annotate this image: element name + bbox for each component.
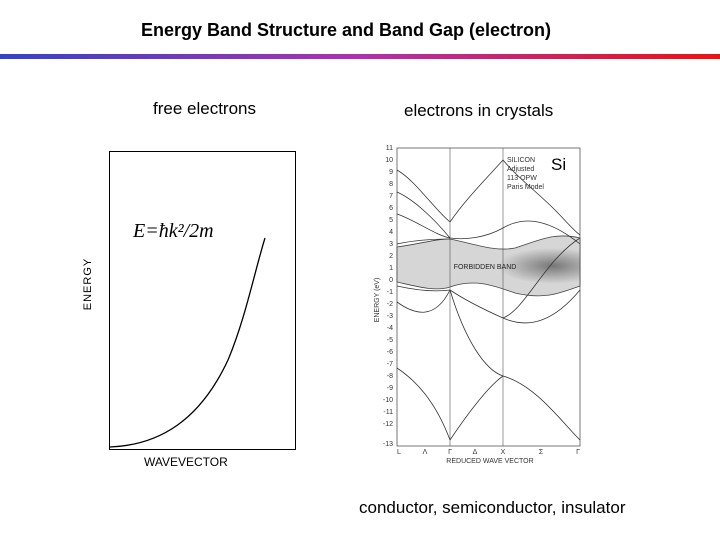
slide-title: Energy Band Structure and Band Gap (elec… (140, 20, 552, 40)
x-tick-label: Σ (539, 449, 544, 456)
y-tick-label: 2 (389, 253, 393, 260)
x-tick-label: Λ (423, 449, 428, 456)
band-plot-frame (396, 147, 581, 447)
y-tick-label: 5 (389, 217, 393, 224)
y-tick-label: -4 (387, 325, 393, 332)
y-tick-label: 10 (385, 157, 393, 164)
x-tick-label: Δ (473, 449, 478, 456)
title-rule (0, 54, 720, 59)
crystal-y-axis-label: ENERGY (eV) (374, 278, 381, 323)
parabola-curve (109, 237, 266, 448)
wavevector-axis-label: WAVEVECTOR (144, 455, 228, 469)
y-tick-label: 7 (389, 193, 393, 200)
y-tick-label: -8 (387, 373, 393, 380)
y-tick-label: -7 (387, 361, 393, 368)
silicon-band-structure-figure: 11 10 9 8 7 6 5 4 3 2 1 0 -1 -2 -3 -4 -5… (374, 145, 581, 465)
inset-line: SILICON (507, 157, 535, 164)
silicon-label: Si (551, 155, 567, 174)
y-tick-label: 1 (389, 265, 393, 272)
forbidden-band-label: FORBIDDEN BAND (454, 264, 517, 271)
inset-line: Paris Model (507, 184, 544, 191)
free-electron-plot-frame (109, 151, 296, 450)
band-curves (396, 159, 581, 441)
y-tick-label: 6 (389, 205, 393, 212)
y-tick-label: 3 (389, 241, 393, 248)
dispersion-formula: E=ħk²/2m (133, 220, 214, 242)
y-tick-label: 4 (389, 229, 393, 236)
y-tick-label: 8 (389, 181, 393, 188)
x-tick-label: L (397, 449, 401, 456)
inset-line: 113 OPW (507, 175, 537, 182)
x-tick-label: Γ (448, 449, 452, 456)
y-tick-label: 9 (389, 169, 393, 176)
y-tick-label: -11 (383, 409, 393, 416)
x-tick-label: Γ (576, 449, 580, 456)
y-tick-label: -5 (387, 337, 393, 344)
y-tick-label: -9 (387, 385, 393, 392)
x-tick-label: X (501, 449, 506, 456)
y-tick-label: -6 (387, 349, 393, 356)
y-tick-label: 11 (386, 145, 393, 152)
material-class-caption: conductor, semiconductor, insulator (359, 498, 626, 517)
inset-line: Adjusted (507, 166, 534, 173)
y-tick-label: -3 (387, 313, 393, 320)
crystal-electrons-heading: electrons in crystals (404, 101, 554, 120)
y-tick-label: -12 (383, 421, 393, 428)
free-electrons-heading: free electrons (153, 99, 256, 118)
y-tick-label: -13 (383, 441, 393, 448)
y-tick-label: 0 (389, 277, 393, 284)
crystal-x-axis-label: REDUCED WAVE VECTOR (446, 458, 533, 465)
energy-axis-label: ENERGY (82, 257, 94, 311)
y-tick-label: -1 (387, 289, 393, 296)
y-tick-label: -10 (383, 397, 393, 404)
y-tick-label: -2 (387, 301, 393, 308)
